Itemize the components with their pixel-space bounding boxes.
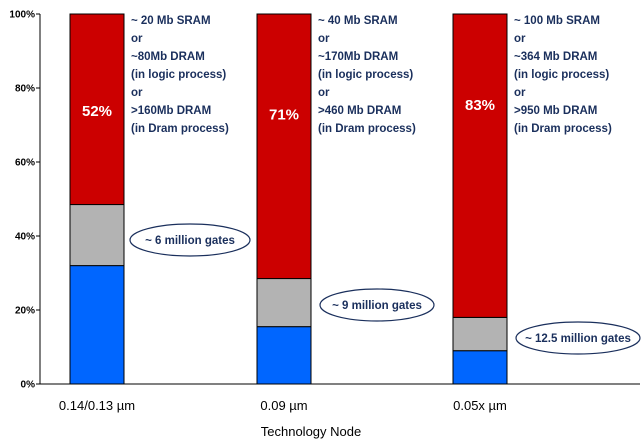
bars: 52% 71% 83%	[69, 13, 508, 385]
bar-segment-2	[69, 13, 125, 206]
axes	[39, 14, 640, 385]
y-tick-label: 40%	[15, 232, 35, 243]
annotations: ~ 20 Mb SRAM or ~80Mb DRAM (in logic proces…	[131, 15, 612, 135]
memory-annotation-line: ~170Mb DRAM	[318, 51, 398, 63]
memory-annotation-line: (in logic process)	[131, 69, 226, 81]
x-category-label: 0.05x µm	[453, 398, 507, 413]
gates-callout-label: ~ 6 million gates	[145, 235, 235, 247]
memory-annotation-line: or	[514, 87, 526, 99]
x-category-label: 0.14/0.13 µm	[59, 398, 135, 413]
gates-callout-ellipse	[129, 223, 251, 257]
y-tick-label: 20%	[15, 306, 35, 317]
memory-annotation-line: >160Mb DRAM	[131, 105, 211, 117]
memory-annotation-line: (in logic process)	[514, 69, 609, 81]
bar-segment-2	[452, 13, 508, 318]
x-category-label: 0.09 µm	[260, 398, 307, 413]
y-tick-label: 100%	[9, 10, 35, 21]
gates-callout-label: ~ 9 million gates	[332, 300, 422, 312]
memory-annotation-line: >950 Mb DRAM	[514, 105, 597, 117]
memory-annotation-line: (in Dram process)	[318, 123, 416, 135]
y-tick-label: 60%	[15, 158, 35, 169]
memory-annotation-line: ~ 100 Mb SRAM	[514, 15, 600, 27]
memory-annotation-line: >460 Mb DRAM	[318, 105, 401, 117]
bar-segment-0	[256, 326, 312, 385]
y-tick-label: 0%	[21, 380, 36, 391]
memory-annotation-line: (in logic process)	[318, 69, 413, 81]
bar-segment-2	[256, 13, 312, 280]
x-axis-title: Technology Node	[261, 424, 361, 439]
memory-annotation-line: (in Dram process)	[131, 123, 229, 135]
memory-annotation-line: or	[318, 87, 330, 99]
bar-segment-1	[452, 316, 508, 352]
bar-percent-label: 83%	[465, 97, 495, 114]
y-ticks: 0% 20% 40% 60% 80% 100%	[9, 10, 40, 391]
bar-percent-label: 52%	[82, 103, 112, 120]
gates-callout-ellipse	[319, 288, 435, 322]
memory-annotation-line: or	[318, 33, 330, 45]
memory-annotation-line: ~80Mb DRAM	[131, 51, 205, 63]
bar-segment-1	[256, 278, 312, 328]
memory-annotation-line: ~ 20 Mb SRAM	[131, 15, 211, 27]
memory-annotation-line: (in Dram process)	[514, 123, 612, 135]
memory-annotation-line: or	[514, 33, 526, 45]
x-category-labels: 0.14/0.13 µm 0.09 µm 0.05x µm	[59, 398, 507, 413]
gate-callouts: ~ 6 million gates ~ 9 million gates ~ 12.5…	[129, 223, 641, 355]
bar-segment-0	[69, 265, 125, 385]
y-tick-label: 80%	[15, 84, 35, 95]
memory-annotation-line: or	[131, 87, 143, 99]
memory-annotation-line: ~ 40 Mb SRAM	[318, 15, 398, 27]
memory-annotation-line: ~364 Mb DRAM	[514, 51, 597, 63]
bar-segment-0	[452, 350, 508, 385]
bar-percent-label: 71%	[269, 107, 299, 124]
bar-segment-1	[69, 204, 125, 267]
gates-callout-label: ~ 12.5 million gates	[525, 333, 631, 345]
gates-callout-ellipse	[515, 321, 641, 355]
memory-annotation-line: or	[131, 33, 143, 45]
